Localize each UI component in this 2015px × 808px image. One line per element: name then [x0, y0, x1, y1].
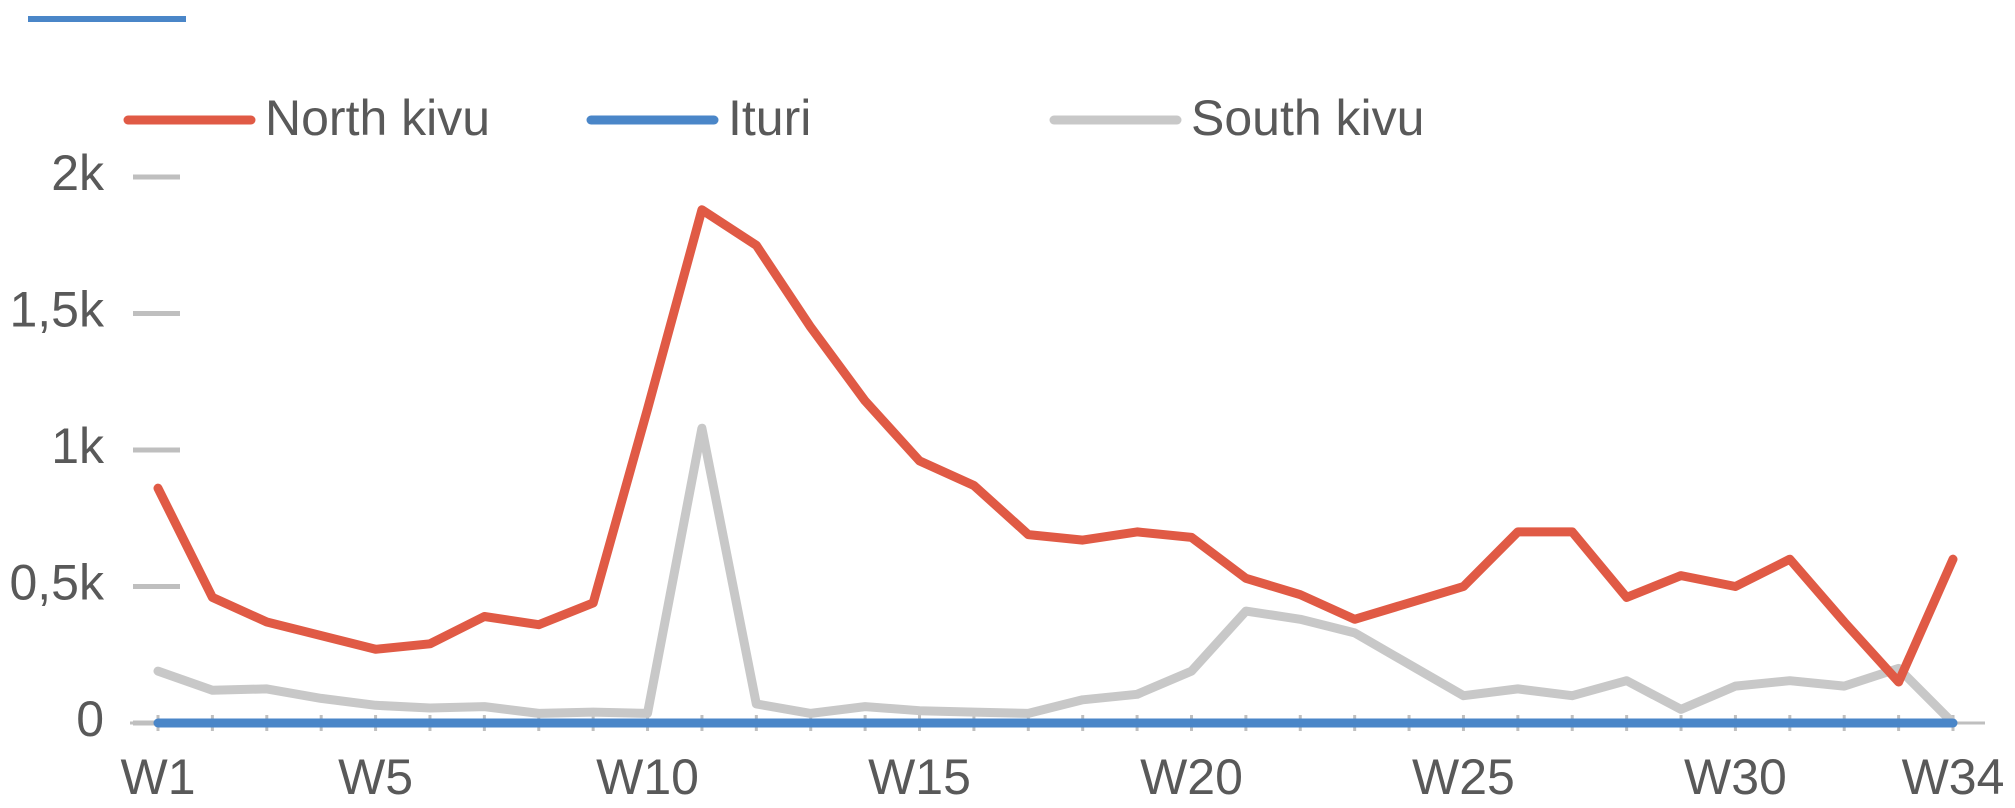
legend-label: North kivu	[265, 90, 490, 146]
y-tick-label: 1,5k	[9, 282, 105, 338]
y-tick-label: 1k	[51, 418, 105, 474]
y-tick-label: 2k	[51, 145, 105, 201]
x-tick-label: W20	[1140, 749, 1243, 805]
x-tick-label: W15	[868, 749, 971, 805]
x-tick-label: W30	[1684, 749, 1787, 805]
x-tick-label: W34	[1902, 749, 2005, 805]
legend-label: South kivu	[1191, 90, 1424, 146]
x-tick-label: W10	[596, 749, 699, 805]
y-tick-label: 0,5k	[9, 555, 105, 611]
line-series	[153, 423, 1958, 728]
legend-label: Ituri	[728, 90, 811, 146]
x-tick-label: W1	[121, 749, 196, 805]
x-tick-label: W5	[338, 749, 413, 805]
y-tick-label: 0	[76, 691, 104, 747]
x-tick-label: W25	[1412, 749, 1515, 805]
line-series	[153, 205, 1958, 687]
